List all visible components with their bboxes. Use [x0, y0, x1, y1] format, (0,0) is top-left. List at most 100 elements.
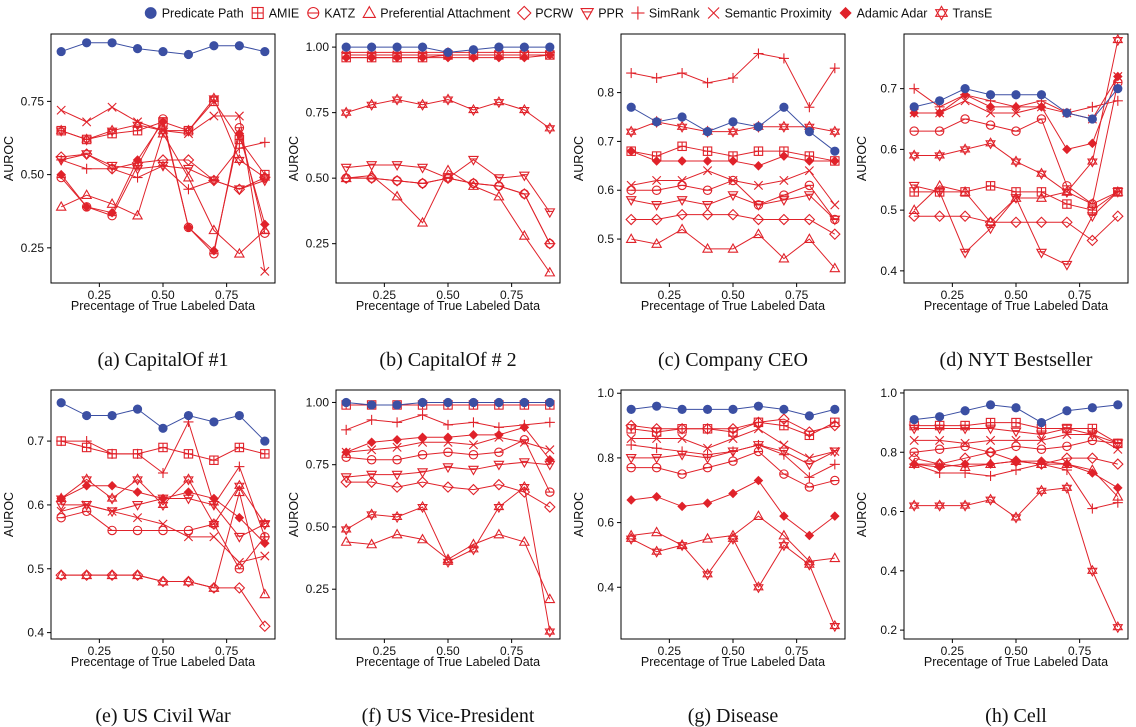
- data-point: [56, 154, 67, 166]
- x-tick-label: 0.50: [151, 288, 175, 302]
- data-point: [984, 446, 997, 459]
- data-point: [960, 459, 970, 469]
- data-point: [183, 487, 194, 497]
- data-point: [727, 242, 739, 253]
- y-tick-label: 0.2: [880, 623, 897, 637]
- data-point: [183, 222, 194, 233]
- data-point: [727, 72, 739, 83]
- data-point: [651, 491, 662, 502]
- data-point: [625, 453, 637, 464]
- legend-label: PCRW: [535, 7, 573, 21]
- legend-label: SimRank: [649, 7, 700, 21]
- data-point: [233, 532, 245, 543]
- data-point: [158, 442, 168, 453]
- data-point: [183, 184, 194, 195]
- data-point: [131, 569, 144, 580]
- x-tick-label: 0.50: [436, 288, 460, 302]
- x-tick-label: 0.75: [500, 288, 524, 302]
- data-point: [208, 175, 219, 186]
- data-point: [107, 525, 117, 536]
- data-point: [677, 141, 687, 152]
- legend-item-preferential-attachment: Preferential Attachment: [362, 5, 511, 21]
- data-point: [909, 187, 919, 197]
- data-point: [753, 180, 764, 190]
- data-point: [233, 185, 245, 196]
- data-point: [417, 500, 428, 514]
- series-predicate-path: [341, 397, 555, 410]
- data-point: [830, 475, 840, 486]
- data-point: [984, 224, 997, 235]
- series-transe: [55, 473, 271, 531]
- legend-marker-amie: [251, 6, 264, 20]
- y-axis-label: AUROC: [572, 492, 586, 537]
- data-point: [1035, 216, 1048, 229]
- x-tick-label: 0.25: [88, 644, 112, 658]
- data-point: [1087, 429, 1097, 440]
- data-point: [417, 98, 428, 111]
- series-line: [914, 428, 1118, 444]
- data-point: [702, 77, 713, 88]
- data-point: [1036, 114, 1047, 124]
- data-point: [727, 422, 739, 435]
- data-point: [701, 422, 714, 435]
- series-adamic-adar: [341, 50, 555, 63]
- data-point: [830, 446, 840, 457]
- data-point: [416, 533, 429, 544]
- data-point: [494, 42, 504, 52]
- series-ppr: [908, 424, 1124, 450]
- data-point: [467, 538, 480, 549]
- x-tick-label: 0.75: [215, 644, 239, 658]
- y-tick-label: 0.25: [306, 582, 330, 596]
- data-point: [494, 397, 504, 408]
- data-point: [1011, 441, 1021, 452]
- data-point: [158, 525, 168, 536]
- data-point: [544, 237, 556, 250]
- data-point: [1036, 90, 1047, 100]
- x-tick-label: 0.75: [785, 644, 809, 658]
- data-point: [519, 52, 530, 63]
- series-simrank: [909, 459, 1123, 514]
- series-pcrw: [625, 208, 841, 240]
- data-point: [392, 42, 402, 52]
- series-ppr: [625, 191, 841, 226]
- data-point: [544, 122, 556, 135]
- plot-area: [908, 400, 1124, 634]
- data-point: [1086, 564, 1098, 577]
- x-tick-label: 0.75: [1068, 644, 1092, 658]
- data-point: [934, 187, 946, 198]
- data-point: [702, 404, 713, 415]
- data-point: [391, 190, 403, 201]
- data-point: [626, 404, 636, 415]
- data-point: [804, 472, 815, 483]
- data-point: [625, 196, 637, 206]
- data-point: [934, 462, 945, 472]
- data-point: [545, 445, 555, 455]
- legend-item-adamic-adar: Adamic Adar: [839, 7, 927, 21]
- data-point: [81, 473, 93, 486]
- data-point: [753, 48, 764, 59]
- series-adamic-adar: [56, 117, 270, 256]
- data-point: [493, 478, 505, 491]
- data-point: [157, 575, 169, 588]
- data-point: [468, 430, 479, 440]
- x-tick-label: 0.25: [373, 288, 397, 302]
- data-point: [753, 401, 764, 411]
- data-point: [651, 185, 662, 195]
- legend-item-ppr: PPR: [580, 7, 624, 21]
- data-point: [391, 528, 403, 539]
- y-tick-label: 0.75: [306, 106, 330, 120]
- data-point: [233, 479, 245, 492]
- series-predicate-path: [341, 42, 555, 57]
- plot-frame: [335, 33, 561, 284]
- data-point: [442, 481, 454, 493]
- data-point: [1113, 84, 1123, 94]
- series-predicate-path: [909, 84, 1123, 124]
- data-point: [909, 447, 919, 457]
- data-point: [985, 181, 996, 191]
- data-point: [493, 180, 505, 192]
- data-point: [443, 432, 453, 443]
- series-semantic-proximity: [56, 500, 270, 567]
- data-point: [55, 124, 67, 137]
- data-point: [728, 117, 738, 127]
